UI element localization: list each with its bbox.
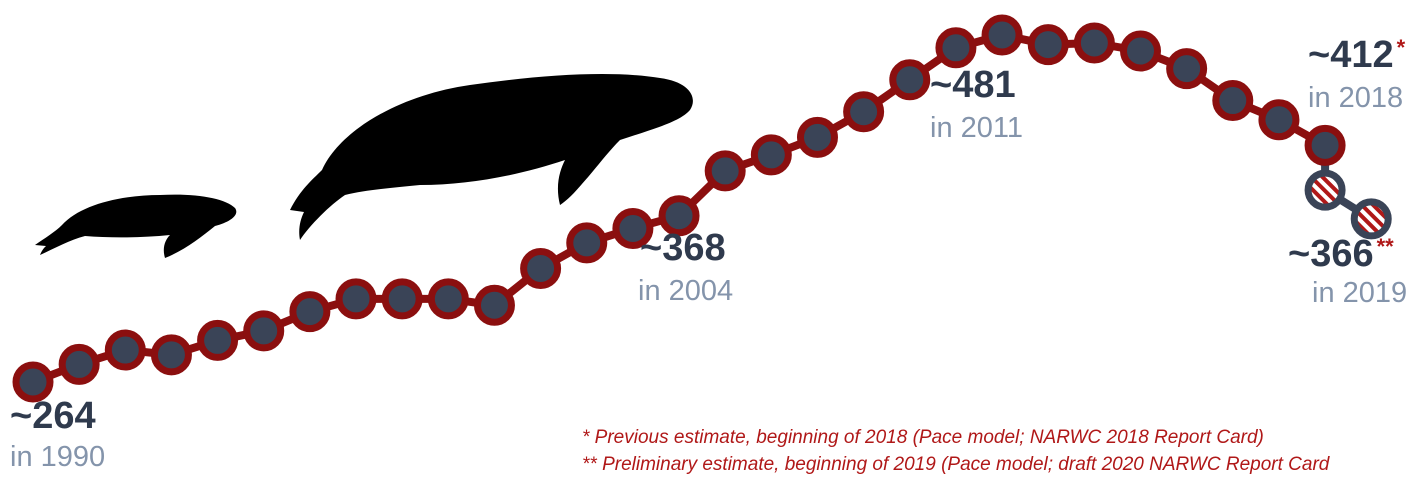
- data-point: [289, 291, 331, 333]
- data-point: [750, 134, 792, 176]
- data-point: [1350, 198, 1392, 240]
- data-point: [197, 319, 239, 361]
- value-label: ~368: [640, 227, 726, 269]
- year-note: in 1990: [10, 441, 105, 473]
- data-point: [889, 59, 931, 101]
- data-point: [12, 361, 54, 403]
- year-note: in 2004: [638, 275, 733, 307]
- footnote-mark: **: [1377, 234, 1395, 259]
- data-point: [1212, 80, 1254, 122]
- plot-area: ~264 in 1990 ~368 in 2004 ~481 in 2011 ~412 * in…: [10, 14, 1407, 473]
- data-point: [1120, 30, 1161, 72]
- value-label: ~366: [1288, 233, 1374, 275]
- data-point: [612, 207, 654, 249]
- data-point: [566, 222, 608, 264]
- data-point: [381, 278, 423, 320]
- data-point: [243, 310, 285, 352]
- value-label: ~481: [930, 64, 1016, 106]
- data-point: [520, 247, 562, 289]
- data-point: [150, 334, 192, 376]
- footnote-mark: *: [1397, 35, 1406, 60]
- year-note: in 2011: [930, 112, 1023, 144]
- whale-large: [290, 74, 693, 240]
- data-point: [1304, 124, 1346, 166]
- year-note: in 2018: [1308, 82, 1403, 114]
- data-point: [1027, 24, 1069, 66]
- data-point: [658, 195, 700, 237]
- data-point: [1304, 169, 1346, 211]
- data-point: [104, 329, 146, 371]
- data-point: [335, 278, 377, 320]
- value-label: ~264: [10, 395, 96, 437]
- value-label: ~412: [1308, 34, 1394, 76]
- data-point: [1073, 22, 1115, 64]
- data-point: [981, 14, 1023, 56]
- data-point: [843, 91, 885, 133]
- data-point: [796, 116, 838, 158]
- data-point: [935, 27, 977, 69]
- data-point: [1258, 99, 1300, 141]
- footnote: ** Preliminary estimate, beginning of 20…: [582, 454, 1331, 475]
- footnote: * Previous estimate, beginning of 2018 (…: [582, 427, 1264, 448]
- data-point: [704, 150, 746, 192]
- data-point: [1166, 48, 1208, 90]
- whale-small: [35, 194, 237, 258]
- year-note: in 2019: [1312, 277, 1407, 309]
- data-point: [58, 343, 100, 385]
- data-point: [473, 284, 515, 326]
- data-point: [427, 278, 469, 320]
